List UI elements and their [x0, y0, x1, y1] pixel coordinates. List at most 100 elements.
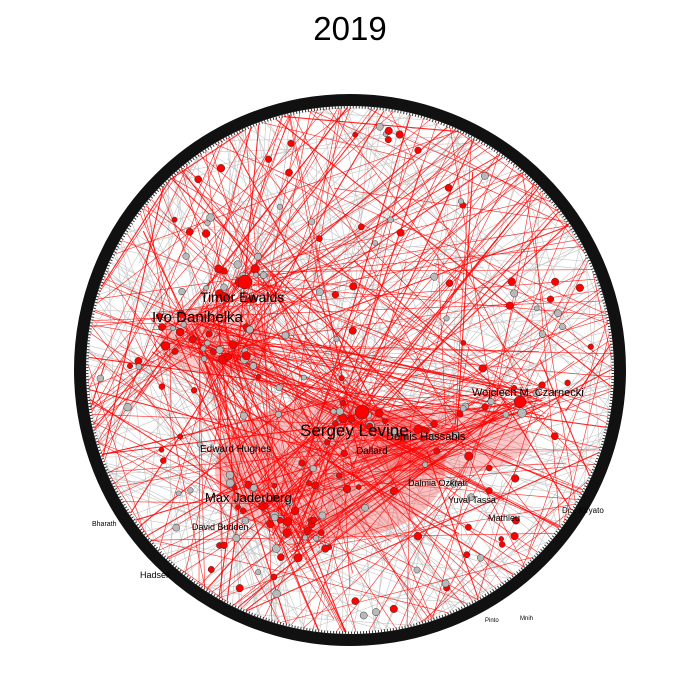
- network-node: [209, 348, 217, 356]
- network-node: [311, 481, 319, 490]
- red-edge: [196, 116, 282, 334]
- label-wojciech-czarnecki: Wojciech M. Czarnecki: [472, 387, 584, 399]
- gray-edge: [517, 385, 609, 398]
- red-edge: [199, 360, 205, 588]
- red-edge: [101, 396, 349, 456]
- gray-edge: [214, 308, 565, 338]
- red-edge: [179, 170, 445, 443]
- network-node: [196, 441, 203, 448]
- label-demis-hassabis: Demis Hassabis: [386, 431, 466, 443]
- red-edge: [219, 297, 349, 458]
- red-edge: [330, 388, 612, 463]
- gray-edge: [606, 346, 612, 421]
- gray-edge: [195, 322, 259, 616]
- red-edge: [352, 402, 515, 415]
- red-edge: [274, 174, 613, 368]
- network-node: [444, 183, 453, 192]
- red-edge: [342, 458, 351, 590]
- red-edge: [480, 555, 503, 584]
- network-node: [224, 352, 233, 361]
- red-edge: [368, 108, 559, 212]
- network-node: [422, 461, 429, 468]
- network-node: [502, 411, 510, 418]
- red-edge: [243, 172, 523, 330]
- network-node: [225, 478, 235, 488]
- network-node: [511, 384, 518, 391]
- network-node: [533, 305, 540, 312]
- red-edge: [201, 282, 239, 336]
- network-node: [276, 203, 283, 210]
- red-edge: [91, 414, 454, 429]
- gray-edge: [554, 427, 606, 535]
- network-node: [349, 282, 358, 291]
- red-edges: [87, 107, 613, 633]
- network-node: [127, 363, 133, 369]
- red-edge: [251, 293, 308, 560]
- red-edge: [170, 178, 435, 426]
- network-node: [171, 216, 178, 223]
- red-edge: [430, 412, 550, 620]
- gray-edge: [228, 142, 481, 258]
- red-edge: [565, 343, 612, 412]
- red-edge: [528, 321, 608, 552]
- red-edge: [384, 129, 552, 203]
- network-node: [177, 310, 185, 318]
- red-edge: [158, 239, 578, 315]
- gray-edge: [242, 244, 340, 283]
- network-node: [275, 384, 283, 392]
- author-labels: Timor Ewalds Ivo Danihelka Sergey Levine…: [92, 289, 604, 624]
- network-node: [155, 312, 163, 320]
- red-edge: [184, 283, 251, 574]
- red-edge: [354, 224, 509, 421]
- network-node: [301, 374, 307, 381]
- red-edge: [288, 115, 356, 488]
- network-node: [511, 474, 520, 483]
- red-edge: [139, 346, 362, 527]
- network-node: [395, 130, 404, 139]
- red-edge: [159, 428, 430, 551]
- network-node: [215, 346, 224, 354]
- network-node: [303, 527, 312, 536]
- network-node: [272, 544, 281, 553]
- network-node: [481, 403, 489, 411]
- network-node: [517, 408, 527, 418]
- network-node: [352, 131, 359, 138]
- network-node: [203, 285, 210, 291]
- red-edge: [180, 336, 496, 589]
- gray-edge: [120, 242, 190, 577]
- red-edge: [303, 352, 612, 629]
- gray-edge: [202, 178, 580, 497]
- red-edge: [258, 183, 535, 491]
- network-node: [330, 408, 337, 415]
- network-node: [244, 297, 251, 304]
- red-edge: [355, 165, 515, 479]
- red-edge: [171, 177, 607, 424]
- red-edge: [205, 151, 242, 457]
- network-node: [232, 534, 241, 543]
- network-node: [233, 260, 242, 269]
- network-node: [250, 484, 258, 492]
- red-edge: [244, 347, 541, 400]
- network-nodes: [96, 123, 594, 620]
- red-edge: [290, 523, 394, 553]
- network-node: [372, 240, 379, 246]
- network-node: [359, 611, 368, 620]
- red-edge: [279, 507, 304, 543]
- red-edge: [500, 396, 582, 449]
- network-node: [333, 336, 340, 342]
- red-edge: [97, 114, 290, 442]
- red-edge: [218, 332, 501, 387]
- network-node: [460, 340, 467, 346]
- red-edge: [250, 281, 535, 364]
- network-node: [271, 482, 278, 489]
- network-node: [477, 554, 485, 562]
- red-edge: [202, 321, 543, 396]
- network-node: [485, 487, 493, 495]
- network-node: [430, 420, 438, 428]
- network-node: [456, 410, 464, 418]
- network-node: [467, 493, 475, 501]
- red-edge: [219, 512, 467, 598]
- network-node: [259, 271, 268, 279]
- gray-edge: [115, 337, 192, 353]
- red-edge: [250, 268, 466, 507]
